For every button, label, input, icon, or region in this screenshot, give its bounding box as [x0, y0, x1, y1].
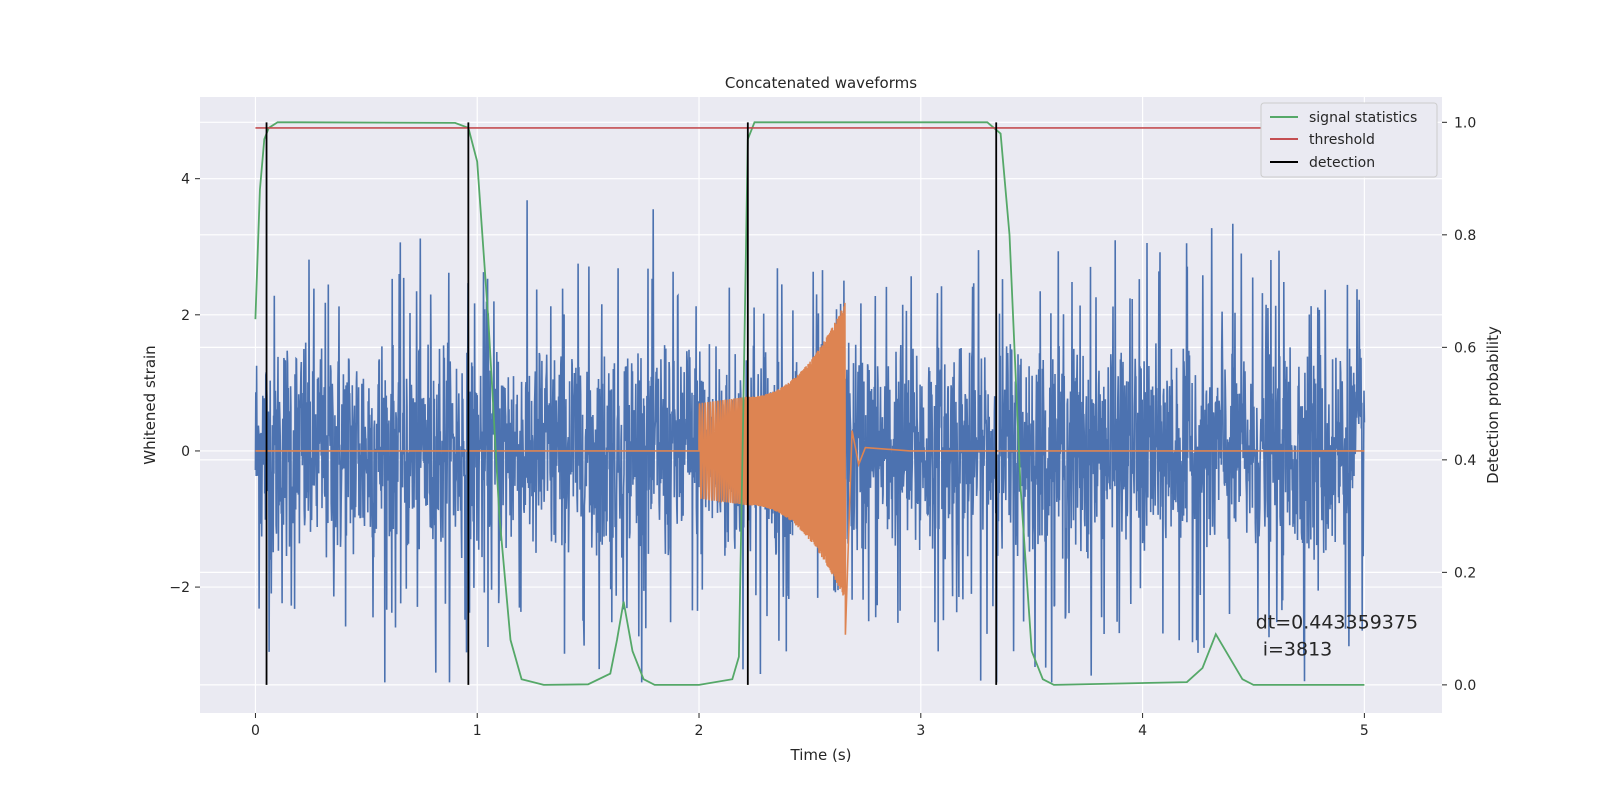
- x-tick-label-2: 2: [695, 723, 704, 739]
- y-left-tick-label-1: 0: [181, 444, 190, 460]
- y-right-tick-label-2: 0.4: [1454, 453, 1476, 469]
- legend: signal statistics threshold detection: [1260, 102, 1438, 178]
- annotation-index: i=3813: [1263, 639, 1333, 661]
- y-left-tick-label-3: 4: [181, 172, 190, 188]
- x-tick-label-1: 1: [473, 723, 482, 739]
- legend-box: [1260, 102, 1438, 178]
- y-right-tick-label-0: 0.0: [1454, 678, 1476, 694]
- y-right-tick-label-5: 1.0: [1454, 115, 1476, 131]
- y-left-tick-label-0: −2: [169, 580, 190, 596]
- y-right-tick-label-4: 0.8: [1454, 228, 1476, 244]
- y-right-tick-label-1: 0.2: [1454, 565, 1476, 581]
- annotation-dt: dt=0.443359375: [1256, 612, 1418, 634]
- probability-series: [254, 121, 1365, 686]
- x-tick-label-4: 4: [1138, 723, 1147, 739]
- x-tick-label-0: 0: [251, 723, 260, 739]
- signal-statistics-line: [254, 121, 1365, 686]
- y-axis-label-right: Detection probability: [1484, 326, 1502, 484]
- y-axis-label-left: Whitened strain: [141, 345, 159, 464]
- x-axis-label: Time (s): [790, 746, 852, 764]
- y-left-tick-label-2: 2: [181, 308, 190, 324]
- chirp-series: [255, 302, 1365, 635]
- legend-label-detection: detection: [1309, 155, 1375, 171]
- x-tick-label-3: 3: [916, 723, 925, 739]
- legend-label-signal: signal statistics: [1309, 110, 1417, 126]
- x-tick-label-5: 5: [1360, 723, 1369, 739]
- y-right-tick-label-3: 0.6: [1454, 340, 1476, 356]
- chart-title: Concatenated waveforms: [725, 74, 917, 92]
- legend-label-threshold: threshold: [1309, 132, 1375, 148]
- detections: [265, 122, 998, 685]
- ticks: 0 1 2 3 4 5 −2 0 2 4 0.0 0.2 0.4 0.6 0.8 1.0: [169, 115, 1476, 739]
- chirp-line: [255, 302, 1365, 635]
